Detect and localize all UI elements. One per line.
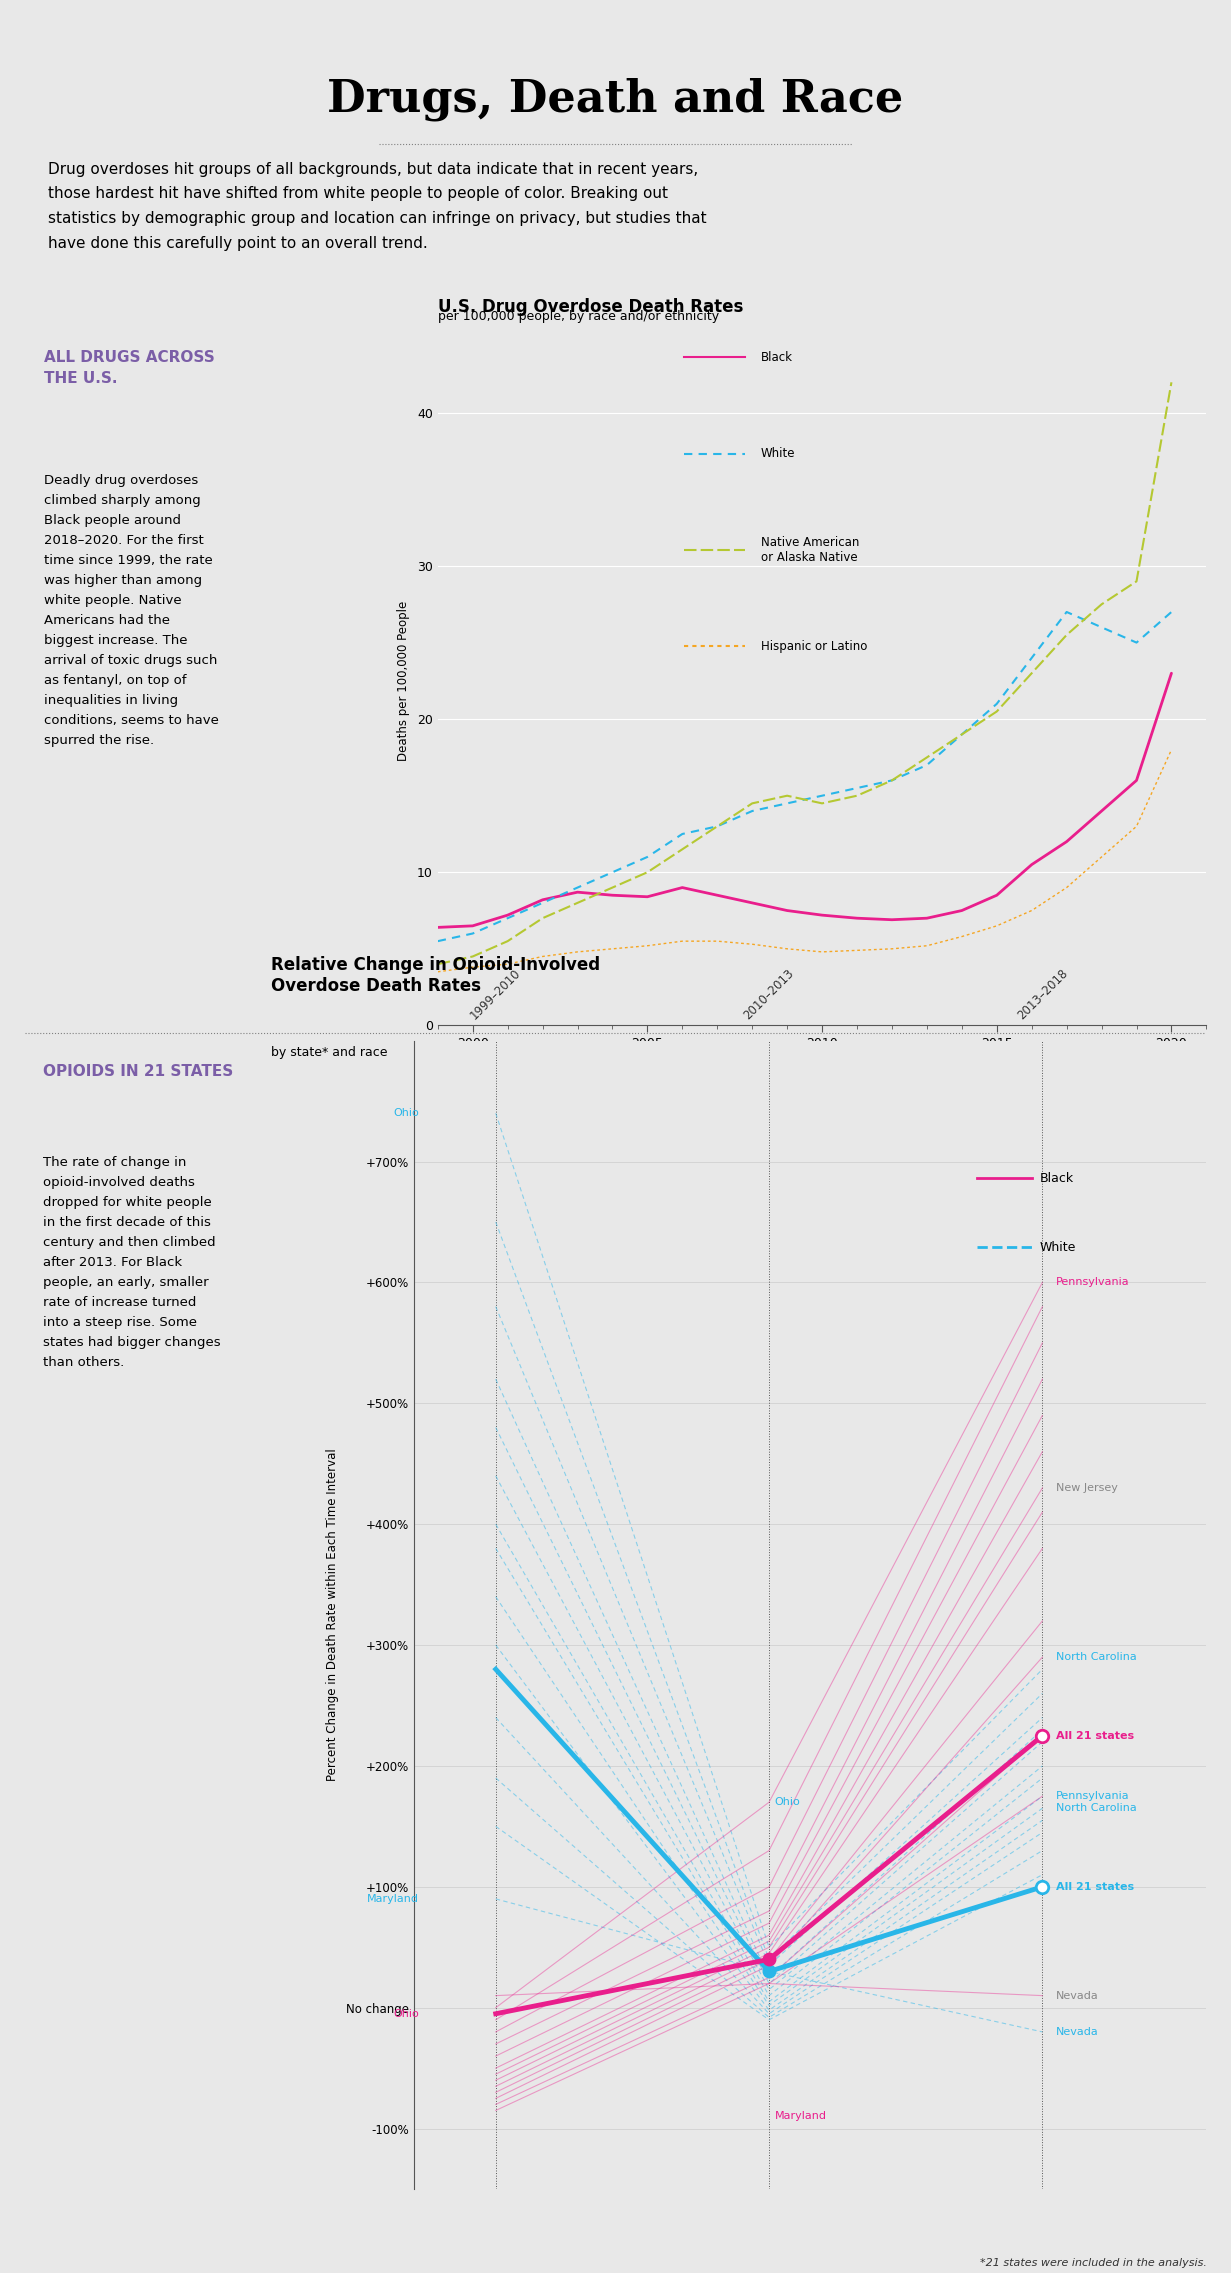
Text: White: White — [1040, 1241, 1076, 1255]
Y-axis label: Deaths per 100,000 People: Deaths per 100,000 People — [398, 600, 410, 761]
Text: Ohio: Ohio — [774, 1798, 800, 1807]
Text: OPIOIDS IN 21 STATES: OPIOIDS IN 21 STATES — [43, 1064, 233, 1080]
Text: Relative Change in Opioid-Involved
Overdose Death Rates: Relative Change in Opioid-Involved Overd… — [271, 957, 601, 996]
Text: The rate of change in
opioid-involved deaths
dropped for white people
in the fir: The rate of change in opioid-involved de… — [43, 1155, 220, 1368]
Text: New Jersey: New Jersey — [1056, 1482, 1118, 1493]
Text: Black: Black — [761, 350, 793, 364]
Text: Nevada: Nevada — [1056, 1991, 1099, 2000]
Text: U.S. Drug Overdose Death Rates: U.S. Drug Overdose Death Rates — [438, 298, 744, 336]
Text: *21 states were included in the analysis.: *21 states were included in the analysis… — [980, 2257, 1206, 2268]
Text: Pennsylvania: Pennsylvania — [1056, 1791, 1130, 1800]
Text: North Carolina: North Carolina — [1056, 1802, 1136, 1814]
Text: All 21 states: All 21 states — [1056, 1882, 1134, 1891]
Text: Deadly drug overdoses
climbed sharply among
Black people around
2018–2020. For t: Deadly drug overdoses climbed sharply am… — [44, 475, 219, 748]
Text: Ohio: Ohio — [394, 2009, 420, 2018]
Text: White: White — [761, 448, 795, 459]
Text: Hispanic or Latino: Hispanic or Latino — [761, 641, 867, 652]
Text: Maryland: Maryland — [367, 1893, 420, 1905]
Text: Drugs, Death and Race: Drugs, Death and Race — [327, 77, 904, 120]
Text: Native American
or Alaska Native: Native American or Alaska Native — [761, 536, 859, 564]
Text: Maryland: Maryland — [774, 2112, 826, 2121]
Text: Nevada: Nevada — [1056, 2028, 1099, 2037]
Text: Ohio: Ohio — [394, 1109, 420, 1118]
Text: Black: Black — [1040, 1173, 1075, 1184]
Text: All 21 states: All 21 states — [1056, 1730, 1134, 1741]
Text: 2010–2013: 2010–2013 — [741, 966, 796, 1023]
Text: Drug overdoses hit groups of all backgrounds, but data indicate that in recent y: Drug overdoses hit groups of all backgro… — [48, 161, 707, 250]
Text: North Carolina: North Carolina — [1056, 1652, 1136, 1662]
Text: 2013–2018: 2013–2018 — [1014, 966, 1070, 1023]
Text: by state* and race: by state* and race — [271, 1046, 388, 1059]
Text: Pennsylvania: Pennsylvania — [1056, 1277, 1130, 1287]
Text: ALL DRUGS ACROSS
THE U.S.: ALL DRUGS ACROSS THE U.S. — [44, 350, 214, 386]
Text: 1999–2010: 1999–2010 — [468, 966, 523, 1023]
Y-axis label: Percent Change in Death Rate within Each Time Interval: Percent Change in Death Rate within Each… — [326, 1448, 339, 1782]
Text: per 100,000 people, by race and/or ethnicity: per 100,000 people, by race and/or ethni… — [438, 309, 719, 323]
